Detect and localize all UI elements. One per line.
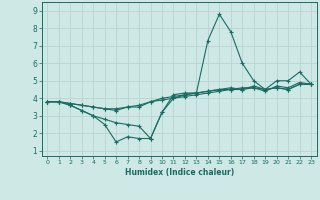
X-axis label: Humidex (Indice chaleur): Humidex (Indice chaleur) xyxy=(124,168,234,177)
